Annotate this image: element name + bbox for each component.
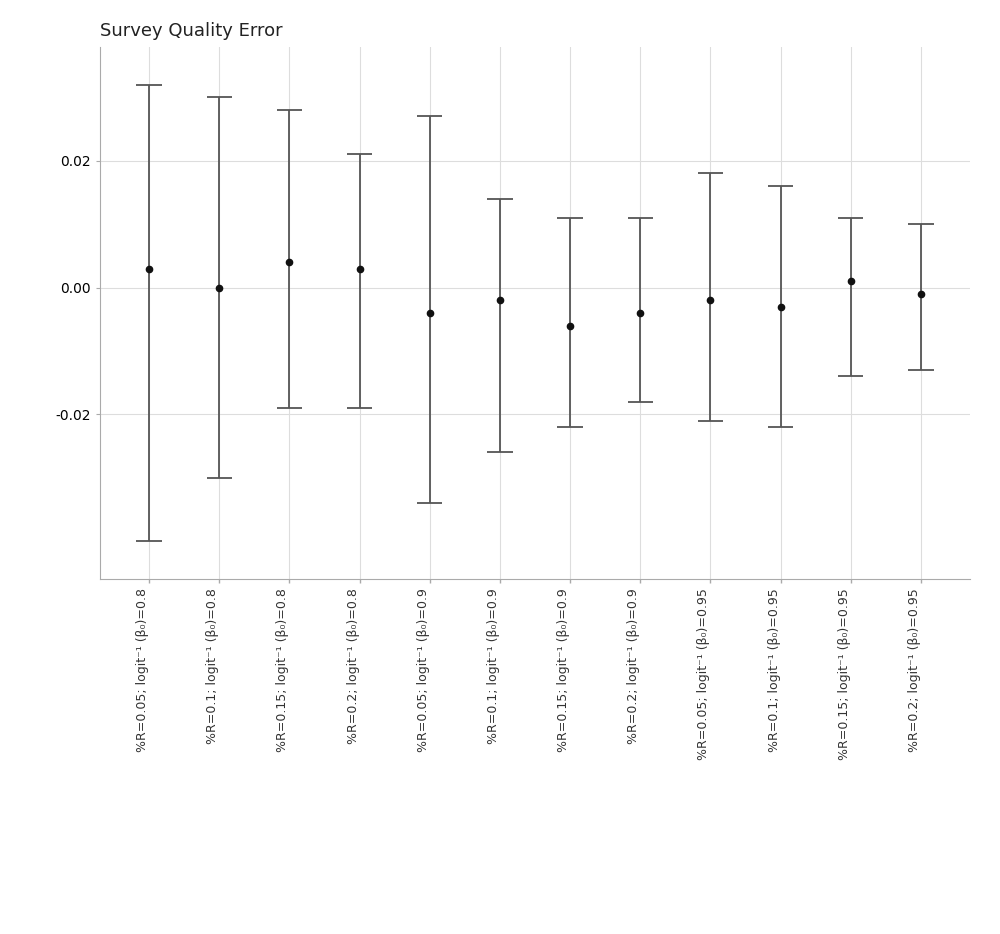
Text: Survey Quality Error: Survey Quality Error (100, 21, 283, 39)
